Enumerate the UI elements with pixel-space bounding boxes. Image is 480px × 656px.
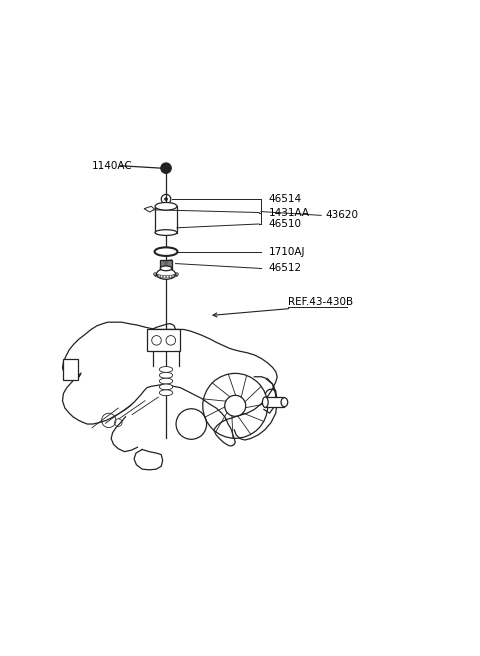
Ellipse shape xyxy=(155,203,177,210)
Text: 1431AA: 1431AA xyxy=(269,207,310,218)
Ellipse shape xyxy=(263,397,268,407)
Text: 1710AJ: 1710AJ xyxy=(269,247,305,256)
Text: 43620: 43620 xyxy=(326,211,359,220)
Text: 46510: 46510 xyxy=(269,219,301,229)
Ellipse shape xyxy=(281,398,288,407)
Ellipse shape xyxy=(159,367,173,373)
Ellipse shape xyxy=(155,247,178,256)
Bar xyxy=(147,329,180,351)
Ellipse shape xyxy=(159,384,173,390)
Bar xyxy=(160,260,172,272)
Text: 46512: 46512 xyxy=(269,263,302,274)
Circle shape xyxy=(165,197,168,201)
Polygon shape xyxy=(144,206,155,212)
Text: 1140AC: 1140AC xyxy=(92,161,133,171)
Ellipse shape xyxy=(156,269,176,279)
Bar xyxy=(63,359,78,380)
Text: REF.43-430B: REF.43-430B xyxy=(288,297,353,306)
Circle shape xyxy=(161,163,171,173)
Bar xyxy=(155,206,177,233)
Bar xyxy=(265,397,284,407)
Ellipse shape xyxy=(160,266,172,271)
Ellipse shape xyxy=(159,379,173,384)
Text: 46514: 46514 xyxy=(269,194,302,204)
Ellipse shape xyxy=(155,230,177,236)
Ellipse shape xyxy=(159,373,173,379)
Ellipse shape xyxy=(159,390,173,396)
